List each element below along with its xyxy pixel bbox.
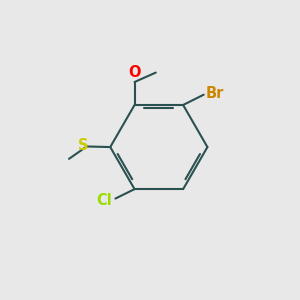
Text: Br: Br bbox=[206, 86, 224, 101]
Text: Cl: Cl bbox=[97, 193, 112, 208]
Text: O: O bbox=[128, 65, 141, 80]
Text: S: S bbox=[78, 138, 88, 153]
